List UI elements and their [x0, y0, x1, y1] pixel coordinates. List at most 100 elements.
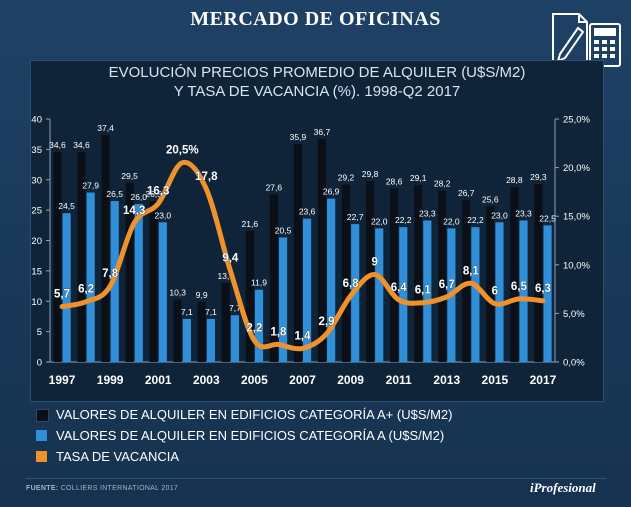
vacancy-rate-value-label: 6,7 — [439, 279, 455, 291]
legend-swatch-vacancy — [36, 451, 47, 462]
vacancy-rate-value-label: 6,1 — [415, 285, 432, 297]
vacancy-rate-value-label: 2,2 — [246, 323, 262, 335]
y-right-tick-label: 5,0% — [563, 309, 585, 320]
chart-title-line-2: Y TASA DE VACANCIA (%). 1998-Q2 2017 — [173, 83, 461, 100]
bar-a-value-label: 22,0 — [443, 216, 460, 226]
bar-a-value-label: 7,1 — [181, 307, 193, 317]
bar-a-value-label: 26,0 — [130, 192, 147, 202]
bar-a-plus-value-label: 36,7 — [314, 127, 331, 137]
bar-a-plus-value-label: 34,6 — [49, 140, 66, 150]
x-tick-label: 2015 — [482, 373, 509, 387]
bar-a-value-label: 20,5 — [275, 225, 292, 235]
y-left-tick-label: 25 — [31, 206, 42, 217]
bar-a-value-label: 24,5 — [58, 201, 75, 211]
y-right-tick-label: 0,0% — [563, 358, 585, 369]
bar-a-plus — [269, 194, 278, 362]
bar-a-plus — [341, 184, 351, 362]
bar-a — [254, 289, 264, 362]
x-tick-label: 1997 — [49, 373, 76, 387]
bar-a-plus — [365, 180, 375, 362]
bar-a — [230, 315, 240, 362]
legend-label-vacancy: TASA DE VACANCIA — [56, 449, 180, 464]
bar-a-plus-value-label: 21,6 — [242, 219, 259, 229]
vacancy-rate-value-label: 6,3 — [535, 283, 551, 295]
vacancy-rate-value-label: 16,3 — [147, 186, 169, 198]
vacancy-rate-value-label: 2,9 — [319, 316, 335, 328]
vacancy-rate-value-label: 7,8 — [102, 268, 119, 280]
vacancy-rate-point — [252, 339, 256, 343]
bar-a-plus — [125, 182, 134, 362]
calculator-document-icon — [552, 13, 621, 67]
bar-a-value-label: 11,9 — [251, 278, 267, 288]
bar-a-plus — [53, 151, 62, 362]
bar-a-plus — [438, 190, 447, 362]
bar-a-plus-value-label: 29,8 — [362, 169, 379, 179]
bar-a-plus-value-label: 9,9 — [196, 290, 208, 300]
bar-a-plus-value-label: 29,3 — [530, 172, 547, 182]
bar-a — [278, 237, 288, 362]
y-right-tick-label: 20,0% — [563, 163, 590, 174]
vacancy-rate-point — [180, 161, 184, 165]
legend-item-vacancy: TASA DE VACANCIA — [30, 446, 602, 467]
bar-a — [375, 228, 384, 362]
bar-a — [182, 318, 191, 362]
vacancy-rate-value-label: 6,5 — [511, 281, 528, 293]
bar-a-plus — [486, 206, 495, 362]
legend-item-a-plus: VALORES DE ALQUILER EN EDIFICIOS CATEGOR… — [30, 404, 602, 425]
vacancy-rate-value-label: 14,3 — [123, 205, 145, 217]
vacancy-rate-line — [59, 159, 546, 352]
bar-a-value-label: 7,7 — [229, 303, 241, 313]
x-tick-label: 2017 — [530, 373, 557, 387]
y-right-tick-label: 10,0% — [563, 260, 590, 271]
bar-a-value-label: 22,0 — [371, 216, 388, 226]
bar-a-plus-value-label: 29,2 — [338, 173, 355, 183]
bar-a-plus-value-label: 13,0 — [217, 271, 234, 281]
x-tick-label: 2005 — [241, 373, 268, 387]
vacancy-rate-point — [469, 281, 473, 285]
bar-a-plus-value-label: 35,9 — [290, 132, 307, 142]
bar-a-plus — [197, 301, 206, 362]
bar-a-plus — [414, 185, 423, 362]
legend-label-a: VALORES DE ALQUILER EN EDIFICIOS CATEGOR… — [56, 428, 445, 443]
y-left-tick-label: 10 — [31, 297, 42, 308]
bar-a-plus — [245, 230, 254, 362]
bar-a-plus-value-label: 29,1 — [410, 173, 427, 183]
vacancy-rate-value-label: 1,8 — [270, 327, 287, 339]
vacancy-rate-point — [493, 302, 497, 306]
vacancy-rate-point — [541, 299, 545, 303]
vacancy-rate-point — [204, 187, 208, 191]
bar-a — [303, 218, 312, 362]
y-right-tick-label: 15,0% — [563, 212, 590, 223]
bar-a-plus-value-label: 34,6 — [73, 140, 90, 150]
x-tick-label: 2007 — [289, 373, 316, 387]
vacancy-rate-point — [349, 294, 353, 298]
y-left-tick-label: 40 — [31, 115, 42, 126]
x-tick-label: 2011 — [386, 373, 412, 387]
bar-a-plus-value-label: 10,3 — [169, 287, 186, 297]
source-label: FUENTE: — [26, 485, 59, 492]
bar-a-plus-value-label: 26,5 — [145, 189, 162, 199]
vacancy-rate-point — [108, 284, 112, 288]
bar-a-plus — [317, 139, 327, 362]
bar-a — [62, 213, 71, 362]
vacancy-rate-point — [156, 202, 160, 206]
vacancy-rate-value-label: 6,4 — [391, 282, 408, 294]
bar-a-plus-value-label: 26,7 — [458, 188, 475, 198]
bar-a — [495, 222, 504, 362]
bar-a-plus-value-label: 28,2 — [434, 179, 451, 189]
vacancy-rate-point — [421, 301, 425, 305]
y-left-tick-label: 35 — [31, 145, 42, 156]
bar-a — [86, 192, 95, 362]
bar-a-value-label: 26,9 — [323, 187, 340, 197]
bar-a — [471, 227, 480, 362]
source-text: COLLIERS INTERNATIONAL 2017 — [60, 485, 179, 492]
bar-a-plus-value-label: 27,6 — [266, 182, 283, 192]
bar-a-value-label: 23,3 — [419, 208, 436, 218]
bar-a-value-label: 22,7 — [347, 212, 364, 222]
bar-a-plus-value-label: 25,6 — [482, 194, 499, 204]
vacancy-rate-point — [517, 297, 521, 301]
vacancy-rate-point — [228, 269, 232, 273]
page-title: MERCADO DE OFICINAS — [190, 8, 441, 30]
bar-a-plus — [534, 184, 543, 362]
bar-a-value-label: 22,5 — [539, 213, 556, 223]
